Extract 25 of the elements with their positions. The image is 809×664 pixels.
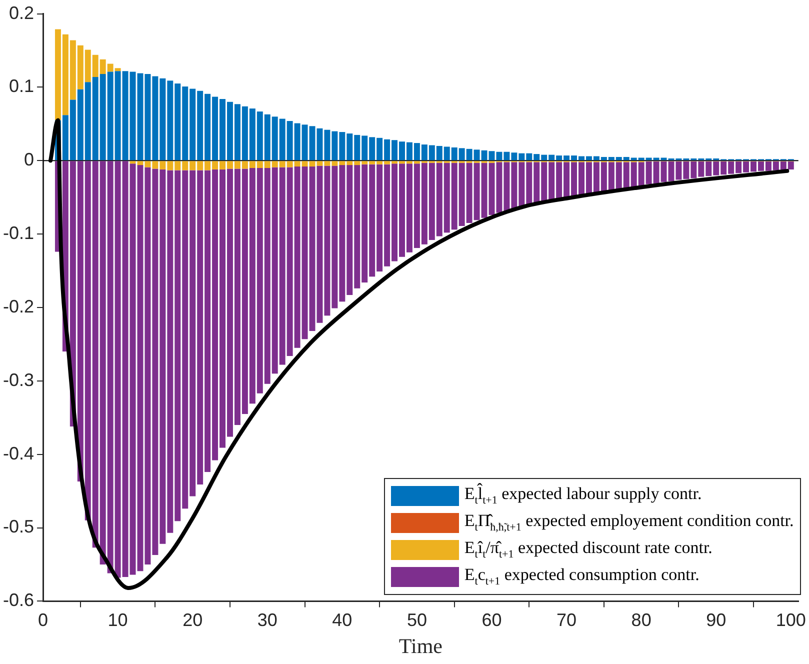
x-tick-label: 20 <box>182 610 203 630</box>
y-tick-label: 0.1 <box>8 76 34 96</box>
x-tick-label: 10 <box>108 610 128 630</box>
y-tick-label: -0.5 <box>2 516 34 537</box>
y-tick-label: 0.2 <box>8 2 34 23</box>
x-tick-label: 40 <box>332 610 352 630</box>
x-tick-label: 0 <box>38 610 48 630</box>
legend-label: E$_{t}$î$_{t}$/π̂$_{t+1}$ expected discount rate contr. <box>464 538 712 561</box>
legend-label: E$_{t}$Π̂$_{ħ,ħ̃,t+1}$ expected employement condition contr. <box>464 511 794 534</box>
y-tick-label: -0.6 <box>2 590 34 610</box>
x-tick-label: 60 <box>482 610 502 630</box>
legend-label: E$_{t}$c$_{t+1}$ expected consumption contr. <box>464 565 700 588</box>
x-tick-label: 70 <box>556 610 577 630</box>
x-axis-title: Time <box>398 634 442 658</box>
x-tick-label: 80 <box>631 610 652 630</box>
x-tick-label: 30 <box>257 610 278 630</box>
x-tick-label: 50 <box>406 610 427 630</box>
legend-label: E$_{t}$l̂$_{t+1}$ expected labour supply contr. <box>464 484 702 507</box>
y-tick-label: -0.1 <box>2 223 34 244</box>
x-tick-label: 100 <box>776 610 806 630</box>
x-tick-label: 90 <box>706 610 726 630</box>
y-tick-label: 0 <box>24 150 34 170</box>
y-tick-label: -0.3 <box>2 370 34 390</box>
y-tick-label: -0.2 <box>2 296 34 316</box>
y-tick-label: -0.4 <box>2 443 34 464</box>
